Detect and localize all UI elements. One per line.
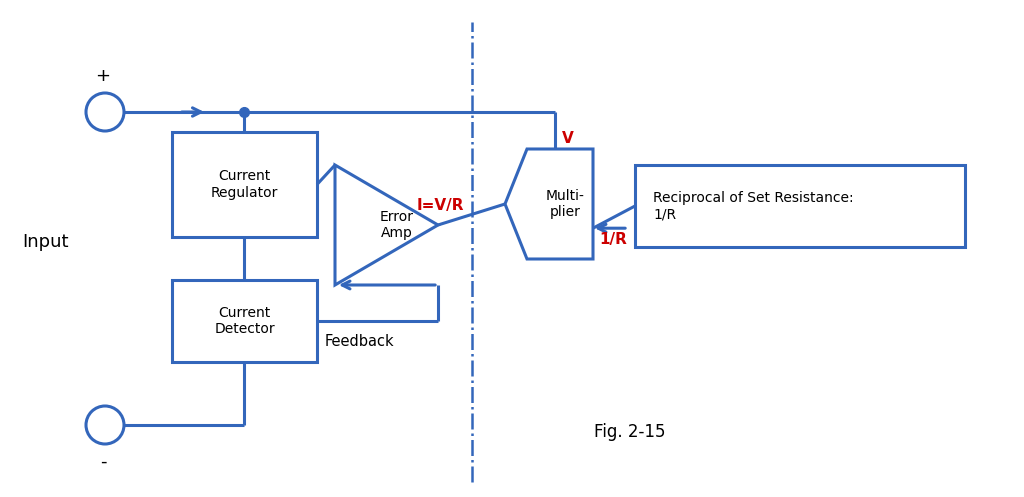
Text: Error
Amp: Error Amp — [380, 210, 414, 240]
Bar — [635, 165, 965, 247]
Text: Fig. 2-15: Fig. 2-15 — [594, 423, 666, 441]
Text: Reciprocal of Set Resistance:
1/R: Reciprocal of Set Resistance: 1/R — [653, 191, 854, 221]
Text: Current
Regulator: Current Regulator — [211, 169, 279, 200]
Text: -: - — [99, 453, 106, 471]
Text: Current
Detector: Current Detector — [214, 306, 274, 336]
Text: Input: Input — [22, 233, 69, 251]
Text: Feedback: Feedback — [325, 334, 394, 349]
Text: I=V/R: I=V/R — [417, 198, 464, 213]
Text: 1/R: 1/R — [599, 232, 627, 247]
Text: V: V — [562, 131, 573, 146]
Text: +: + — [95, 67, 111, 85]
Text: Multi-
plier: Multi- plier — [546, 189, 585, 219]
Bar — [172, 132, 317, 237]
Bar — [172, 280, 317, 362]
